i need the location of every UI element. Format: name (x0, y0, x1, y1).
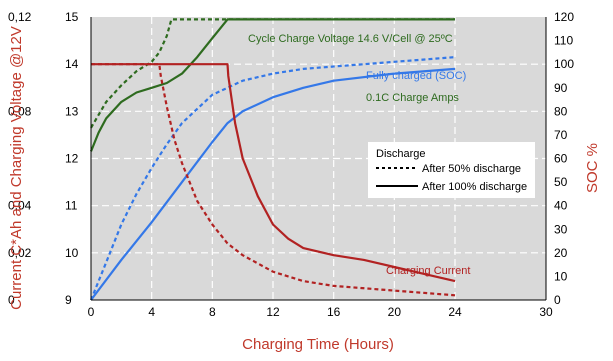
tick-label-time: 0 (88, 305, 95, 319)
tick-label-time: 20 (388, 305, 402, 319)
annotation-charge-amps: 0.1C Charge Amps (366, 92, 459, 104)
tick-label-current: 0,02 (8, 246, 32, 260)
annotation-cycle-charge-voltage: Cycle Charge Voltage 14.6 V/Cell @ 25ºC (248, 33, 453, 45)
legend-entry-100-percent: After 100% discharge (422, 181, 527, 193)
tick-label-time: 12 (266, 305, 280, 319)
tick-label-voltage: 14 (65, 57, 79, 71)
tick-label-voltage: 15 (65, 10, 79, 24)
tick-label-soc: 110 (554, 34, 573, 48)
tick-label-voltage: 12 (65, 152, 79, 166)
tick-label-current: 0,08 (8, 104, 32, 118)
tick-label-time: 24 (448, 305, 462, 319)
annotation-fully-charged: Fully charged (SOC) (366, 70, 466, 82)
tick-label-soc: 0 (554, 293, 561, 307)
tick-label-current: 0 (8, 293, 15, 307)
tick-label-time: 4 (148, 305, 155, 319)
annotation-charging-current: Charging Current (386, 265, 470, 277)
y-axis-title-right: SOC % (584, 143, 601, 193)
tick-label-soc: 60 (554, 152, 568, 166)
tick-label-time: 30 (539, 305, 553, 319)
tick-label-soc: 40 (554, 199, 568, 213)
tick-label-soc: 50 (554, 175, 568, 189)
tick-label-soc: 90 (554, 81, 568, 95)
tick-label-soc: 30 (554, 222, 568, 236)
tick-label-soc: 80 (554, 104, 568, 118)
x-axis-title: Charging Time (Hours) (242, 336, 394, 353)
tick-label-soc: 120 (554, 10, 574, 24)
series-line-current-50-percent (91, 63, 456, 297)
series-layer (89, 18, 456, 301)
tick-label-current: 0,12 (8, 10, 32, 24)
tick-label-soc: 20 (554, 246, 568, 260)
legend-entry-50-percent: After 50% discharge (422, 163, 521, 175)
series-line-current-100-percent (91, 63, 456, 283)
series-line-voltage-50-percent (90, 18, 455, 129)
tick-label-voltage: 11 (65, 199, 78, 213)
tick-label-time: 8 (209, 305, 216, 319)
tick-label-time: 16 (327, 305, 341, 319)
tick-label-voltage: 10 (65, 246, 79, 260)
legend: Discharge After 50% discharge After 100%… (368, 142, 535, 198)
tick-label-current: 0,04 (8, 199, 32, 213)
tick-labels: 910111213141500,020,040,080,120,160,2001… (8, 10, 574, 319)
tick-label-soc: 10 (554, 269, 568, 283)
tick-label-voltage: 9 (65, 293, 72, 307)
tick-label-voltage: 13 (65, 104, 79, 118)
tick-label-soc: 70 (554, 128, 568, 142)
tick-label-soc: 100 (554, 57, 574, 71)
legend-title: Discharge (376, 148, 426, 160)
series-line-soc-50-percent (89, 56, 456, 301)
y-axis-title-left: Current C*Ah and Charging Voltage @12V (8, 26, 25, 310)
legend-box (368, 142, 535, 198)
